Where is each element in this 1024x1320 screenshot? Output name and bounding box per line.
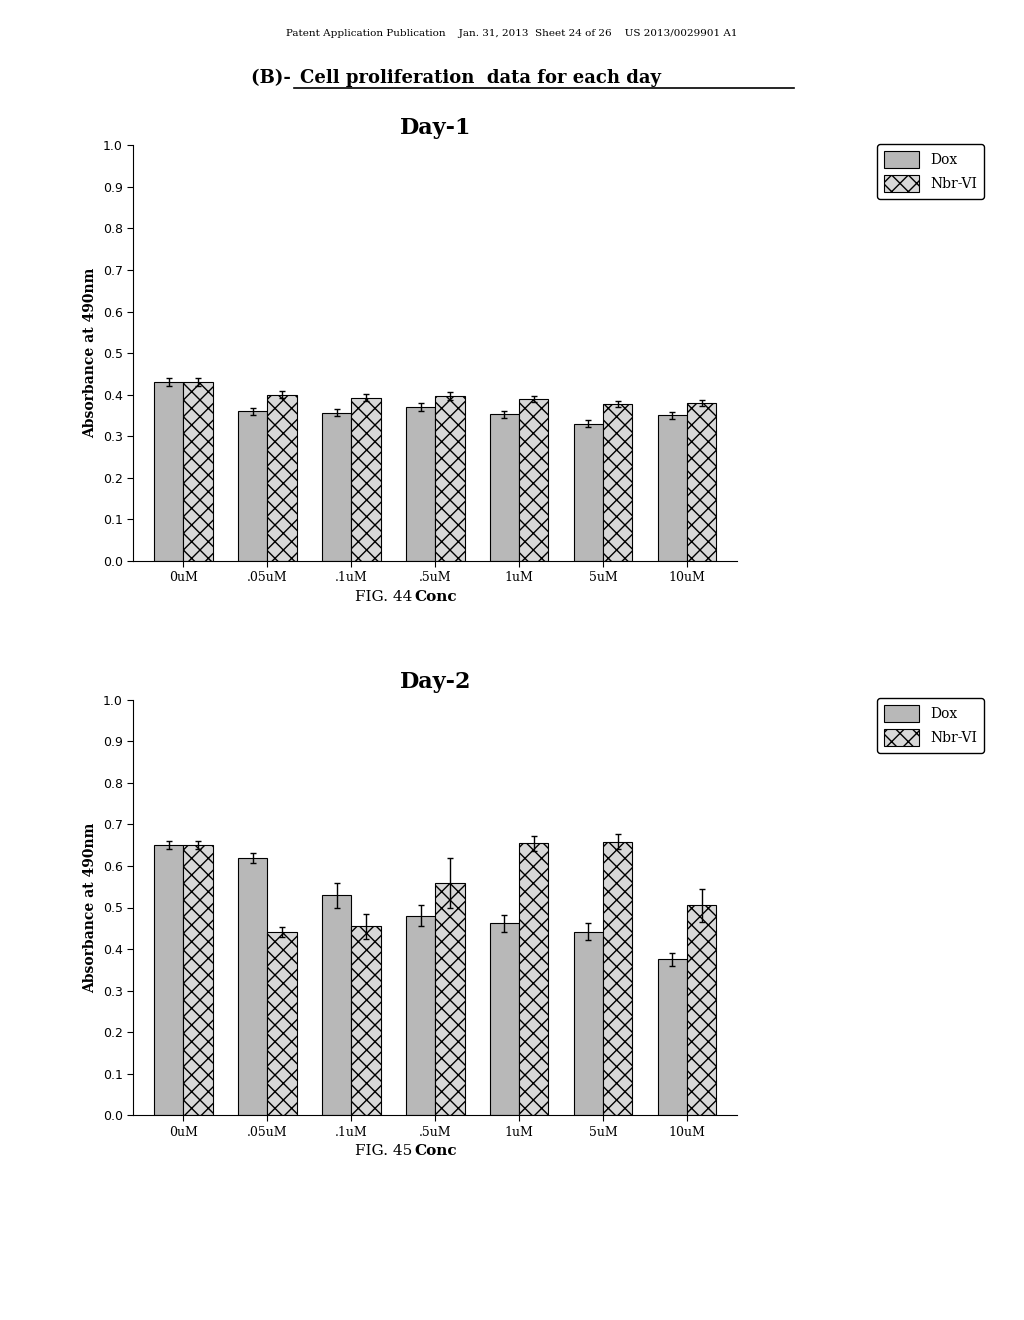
Bar	[519, 843, 549, 1115]
Bar	[489, 414, 519, 561]
Text: Cell proliferation  data for each day: Cell proliferation data for each day	[300, 69, 662, 87]
Bar	[603, 842, 633, 1115]
Title: Day-2: Day-2	[399, 672, 471, 693]
Bar	[351, 927, 381, 1115]
Text: FIG. 45: FIG. 45	[355, 1144, 413, 1159]
Bar	[657, 416, 687, 561]
Text: (B)-: (B)-	[251, 69, 297, 87]
Bar	[267, 395, 297, 561]
Bar	[687, 403, 717, 561]
Bar	[351, 397, 381, 561]
Bar	[573, 932, 603, 1115]
Y-axis label: Absorbance at 490nm: Absorbance at 490nm	[83, 268, 97, 438]
Title: Day-1: Day-1	[399, 117, 471, 139]
Bar	[154, 845, 183, 1115]
Bar	[238, 858, 267, 1115]
X-axis label: Conc: Conc	[414, 590, 457, 605]
Bar	[183, 845, 213, 1115]
Text: Patent Application Publication    Jan. 31, 2013  Sheet 24 of 26    US 2013/00299: Patent Application Publication Jan. 31, …	[287, 29, 737, 38]
Bar	[238, 412, 267, 561]
Legend: Dox, Nbr-VI: Dox, Nbr-VI	[878, 698, 984, 752]
Legend: Dox, Nbr-VI: Dox, Nbr-VI	[878, 144, 984, 198]
Bar	[267, 932, 297, 1115]
Bar	[489, 923, 519, 1115]
Bar	[183, 383, 213, 561]
Bar	[519, 399, 549, 561]
Bar	[406, 916, 435, 1115]
Text: FIG. 44: FIG. 44	[355, 590, 413, 605]
Bar	[573, 424, 603, 561]
Bar	[435, 883, 465, 1115]
Bar	[435, 396, 465, 561]
Bar	[406, 407, 435, 561]
Bar	[687, 906, 717, 1115]
Y-axis label: Absorbance at 490nm: Absorbance at 490nm	[83, 822, 97, 993]
Bar	[322, 895, 351, 1115]
Bar	[154, 383, 183, 561]
X-axis label: Conc: Conc	[414, 1144, 457, 1159]
Bar	[603, 404, 633, 561]
Bar	[322, 413, 351, 561]
Bar	[657, 960, 687, 1115]
